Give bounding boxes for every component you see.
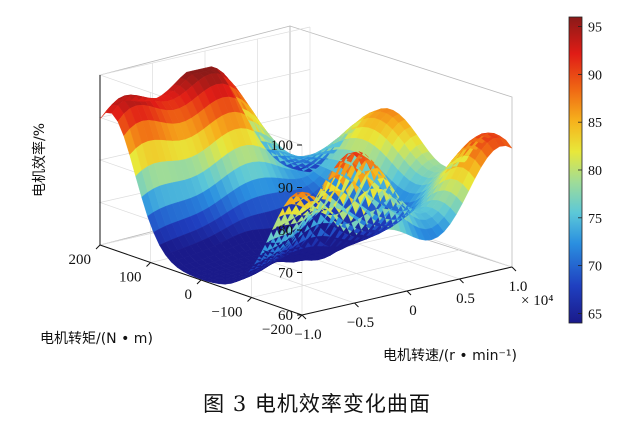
surface-patch (499, 137, 513, 149)
colorbar-ticks: 95 90 85 80 75 70 65 (578, 21, 602, 322)
x-axis-multiplier: × 10⁴ (521, 293, 553, 309)
z-axis-title: 电机效率/% (31, 123, 48, 197)
z-tick-label: 80 (278, 223, 293, 239)
surface-chart: 100 90 80 70 60 200 100 0 −100 −200 −1.0 −0.5 0 0.5 1.… (31, 16, 602, 364)
colorbar-tick-label: 90 (588, 68, 602, 83)
colorbar-tick-label: 70 (588, 260, 602, 275)
efficiency-surface-figure: 100 90 80 70 60 200 100 0 −100 −200 −1.0 −0.5 0 0.5 1.… (31, 16, 602, 364)
z-tick-label: 70 (278, 266, 293, 282)
surface-mesh (99, 66, 513, 285)
x-tick-label: 0.5 (456, 291, 475, 307)
colorbar-tick-label: 95 (588, 21, 602, 36)
y-tick-label: 200 (69, 252, 92, 268)
x-tick-mark (354, 302, 359, 308)
y-tick-label: 100 (119, 270, 142, 286)
colorbar-tick-label: 85 (588, 116, 602, 131)
x-tick-label: 0 (409, 303, 417, 319)
figure-caption: 图 3 电机效率变化曲面 (203, 392, 431, 416)
y-tick-label: 0 (185, 287, 193, 303)
y-tick-mark (95, 244, 101, 250)
z-tick-label: 60 (278, 308, 293, 324)
x-tick-mark (406, 290, 412, 296)
x-tick-label: −0.5 (347, 315, 374, 331)
y-tick-mark (196, 279, 202, 285)
y-axis-title: 电机转矩/(N • m) (40, 331, 153, 347)
x-tick-label: −1.0 (294, 327, 321, 343)
colorbar-tick-label: 65 (588, 307, 602, 322)
x-axis-title: 电机转速/(r • min⁻¹) (383, 348, 517, 364)
right-back-wall (289, 25, 513, 268)
colorbar-tick-label: 75 (588, 212, 602, 227)
colorbar-tick-label: 80 (588, 164, 602, 179)
x-tick-mark (301, 314, 307, 320)
z-tick-label: 100 (271, 138, 294, 154)
y-tick-mark (297, 314, 303, 320)
y-tick-mark (247, 297, 252, 302)
axis-ticks: 100 90 80 70 60 200 100 0 −100 −200 −1.0 −0.5 0 0.5 1.… (69, 138, 528, 343)
z-tick-label: 90 (278, 181, 293, 197)
x-tick-mark (459, 278, 464, 284)
y-tick-mark (146, 262, 151, 267)
y-tick-label: −100 (212, 305, 243, 321)
y-tick-label: −200 (262, 322, 293, 338)
x-tick-label: 1.0 (509, 279, 528, 295)
x-tick-mark (511, 266, 517, 272)
